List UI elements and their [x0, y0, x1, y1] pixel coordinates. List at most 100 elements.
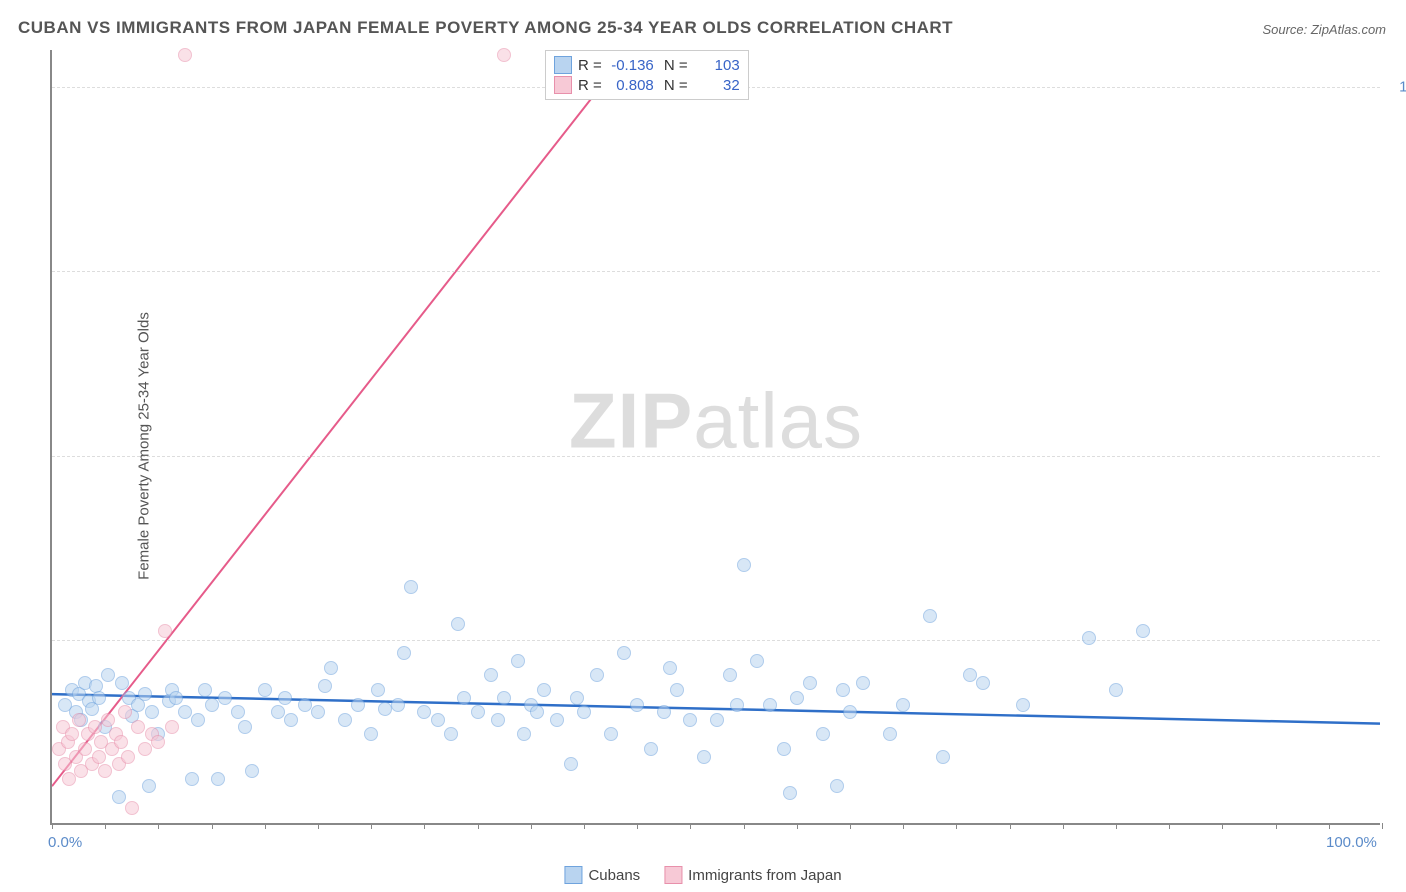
data-point: [92, 750, 106, 764]
data-point: [65, 727, 79, 741]
x-tick-mark: [105, 823, 106, 829]
data-point: [697, 750, 711, 764]
data-point: [178, 48, 192, 62]
data-point: [604, 727, 618, 741]
data-point: [730, 698, 744, 712]
data-point: [830, 779, 844, 793]
data-point: [151, 735, 165, 749]
data-point: [663, 661, 677, 675]
series-legend: Cubans Immigrants from Japan: [564, 866, 841, 884]
x-tick-mark: [1382, 823, 1383, 829]
data-point: [803, 676, 817, 690]
data-point: [185, 772, 199, 786]
data-point: [497, 691, 511, 705]
watermark: ZIPatlas: [569, 376, 863, 467]
data-point: [198, 683, 212, 697]
x-tick-mark: [478, 823, 479, 829]
data-point: [936, 750, 950, 764]
x-tick-mark: [265, 823, 266, 829]
x-tick-mark: [1116, 823, 1117, 829]
data-point: [258, 683, 272, 697]
x-tick-label: 100.0%: [1326, 834, 1377, 851]
n-value-cubans: 103: [694, 57, 740, 74]
y-tick-label: 25.0%: [1390, 632, 1406, 649]
data-point: [723, 668, 737, 682]
correlation-chart: CUBAN VS IMMIGRANTS FROM JAPAN FEMALE PO…: [0, 0, 1406, 892]
data-point: [417, 705, 431, 719]
plot-area: ZIPatlas 25.0%50.0%75.0%100.0%0.0%100.0%: [50, 50, 1380, 825]
legend-swatch-japan: [664, 866, 682, 884]
data-point: [683, 713, 697, 727]
data-point: [963, 668, 977, 682]
data-point: [836, 683, 850, 697]
data-point: [324, 661, 338, 675]
data-point: [114, 735, 128, 749]
data-point: [657, 705, 671, 719]
data-point: [115, 676, 129, 690]
data-point: [218, 691, 232, 705]
data-point: [843, 705, 857, 719]
data-point: [391, 698, 405, 712]
data-point: [364, 727, 378, 741]
data-point: [783, 786, 797, 800]
data-point: [923, 609, 937, 623]
data-point: [101, 713, 115, 727]
data-point: [570, 691, 584, 705]
data-point: [112, 790, 126, 804]
data-point: [896, 698, 910, 712]
data-point: [125, 801, 139, 815]
data-point: [457, 691, 471, 705]
data-point: [1016, 698, 1030, 712]
data-point: [298, 698, 312, 712]
data-point: [98, 764, 112, 778]
data-point: [338, 713, 352, 727]
data-point: [142, 779, 156, 793]
data-point: [630, 698, 644, 712]
data-point: [451, 617, 465, 631]
stats-legend: R = -0.136 N = 103 R = 0.808 N = 32: [545, 50, 749, 100]
data-point: [431, 713, 445, 727]
data-point: [883, 727, 897, 741]
data-point: [101, 668, 115, 682]
data-point: [537, 683, 551, 697]
data-point: [856, 676, 870, 690]
x-tick-mark: [1222, 823, 1223, 829]
data-point: [178, 705, 192, 719]
x-tick-mark: [584, 823, 585, 829]
y-tick-label: 100.0%: [1390, 78, 1406, 95]
data-point: [397, 646, 411, 660]
data-point: [72, 713, 86, 727]
legend-label-japan: Immigrants from Japan: [688, 867, 841, 884]
data-point: [1109, 683, 1123, 697]
data-point: [378, 702, 392, 716]
x-tick-mark: [424, 823, 425, 829]
data-point: [371, 683, 385, 697]
data-point: [484, 668, 498, 682]
data-point: [777, 742, 791, 756]
x-tick-mark: [1169, 823, 1170, 829]
legend-label-cubans: Cubans: [588, 867, 640, 884]
r-value-japan: 0.808: [608, 77, 654, 94]
data-point: [145, 705, 159, 719]
data-point: [530, 705, 544, 719]
data-point: [564, 757, 578, 771]
legend-item-cubans: Cubans: [564, 866, 640, 884]
data-point: [318, 679, 332, 693]
trendlines-layer: [52, 50, 1380, 823]
data-point: [138, 687, 152, 701]
data-point: [737, 558, 751, 572]
data-point: [617, 646, 631, 660]
swatch-japan: [554, 76, 572, 94]
x-tick-mark: [956, 823, 957, 829]
data-point: [790, 691, 804, 705]
data-point: [976, 676, 990, 690]
data-point: [1136, 624, 1150, 638]
data-point: [670, 683, 684, 697]
legend-item-japan: Immigrants from Japan: [664, 866, 841, 884]
source-attribution: Source: ZipAtlas.com: [1262, 22, 1386, 37]
x-tick-mark: [850, 823, 851, 829]
n-value-japan: 32: [694, 77, 740, 94]
data-point: [245, 764, 259, 778]
y-tick-label: 50.0%: [1390, 447, 1406, 464]
x-tick-mark: [371, 823, 372, 829]
